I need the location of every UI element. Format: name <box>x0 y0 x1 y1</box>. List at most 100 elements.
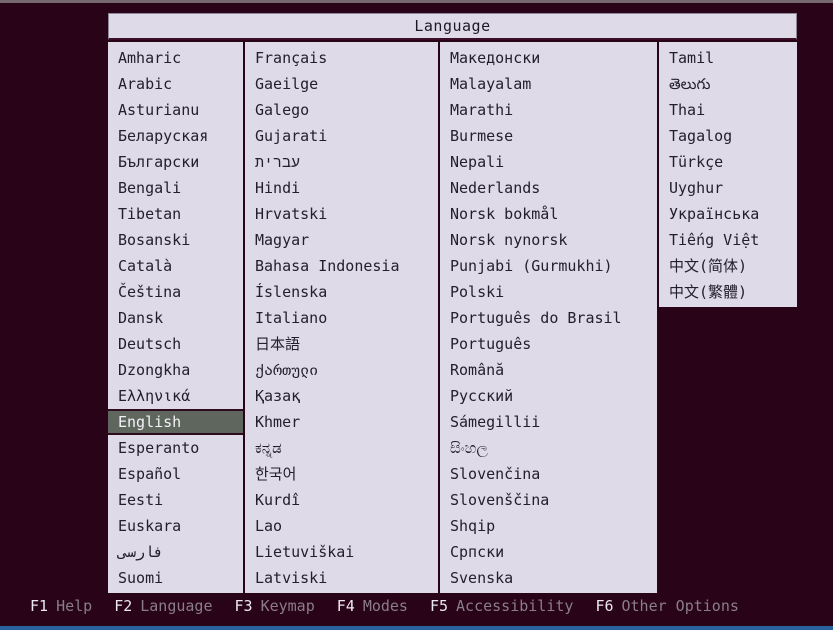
language-item[interactable]: Latviski <box>255 569 328 587</box>
language-item[interactable]: Nederlands <box>450 179 541 197</box>
language-item[interactable]: Bosanski <box>118 231 191 249</box>
language-item[interactable]: Русский <box>450 387 514 405</box>
language-item[interactable]: Marathi <box>450 101 514 119</box>
language-item[interactable]: Uyghur <box>669 179 724 197</box>
language-item[interactable]: తెలుగు <box>669 75 711 93</box>
language-column-1: Amharic Arabic Asturianu Беларуская Българск… <box>108 42 243 593</box>
fn-key-label: F5 <box>429 597 449 615</box>
language-item[interactable]: Español <box>118 465 182 483</box>
fn-f2-language[interactable]: F2 Language <box>114 597 212 615</box>
language-item[interactable]: 한국어 <box>255 465 297 483</box>
language-item[interactable]: Hindi <box>255 179 301 197</box>
language-item[interactable]: Български <box>118 153 200 171</box>
language-item[interactable]: Magyar <box>255 231 310 249</box>
language-item[interactable]: Thai <box>669 101 706 119</box>
language-item[interactable]: Eesti <box>118 491 164 509</box>
language-item[interactable]: Dzongkha <box>118 361 191 379</box>
language-item[interactable]: 中文(繁體) <box>669 283 748 301</box>
fn-f4-modes[interactable]: F4 Modes <box>337 597 408 615</box>
language-item[interactable]: Kurdî <box>255 491 301 509</box>
language-item[interactable]: Ελληνικά <box>118 387 191 405</box>
fn-f6-other-options[interactable]: F6 Other Options <box>595 597 738 615</box>
language-item[interactable]: فارسی <box>118 543 164 561</box>
language-item[interactable]: Català <box>118 257 173 275</box>
language-item[interactable]: Nepali <box>450 153 505 171</box>
language-item[interactable]: Arabic <box>118 75 173 93</box>
language-item[interactable]: Íslenska <box>255 283 328 301</box>
language-item[interactable]: Bahasa Indonesia <box>255 257 400 275</box>
language-item[interactable]: Română <box>450 361 505 379</box>
language-item[interactable]: සිංහල <box>450 439 488 457</box>
language-item[interactable]: Deutsch <box>118 335 182 353</box>
fn-key-label: F6 <box>595 597 614 615</box>
fn-action-label: Modes <box>362 597 408 615</box>
language-item[interactable]: Amharic <box>118 49 182 67</box>
language-item[interactable]: Galego <box>255 101 310 119</box>
language-item[interactable]: Slovenščina <box>450 491 550 509</box>
dialog-title-bar: Language <box>108 13 797 40</box>
language-item[interactable]: Lao <box>255 517 283 535</box>
language-item[interactable]: Tiếng Việt <box>669 231 760 249</box>
language-item[interactable]: Português do Brasil <box>450 309 622 327</box>
fn-action-label: Accessibility <box>456 597 574 615</box>
fn-key-label: F1 <box>30 597 49 615</box>
language-item[interactable]: Sámegillii <box>450 413 541 431</box>
language-item[interactable]: Українська <box>669 205 760 223</box>
screen-bottom-edge <box>0 626 833 630</box>
language-item[interactable]: Burmese <box>450 127 514 145</box>
language-item[interactable]: Hrvatski <box>255 205 328 223</box>
fn-action-label: Other Options <box>621 597 739 615</box>
language-item[interactable]: 日本語 <box>255 335 301 353</box>
fn-action-label: Language <box>140 597 213 615</box>
language-item[interactable]: Polski <box>450 283 505 301</box>
language-item[interactable]: Türkçe <box>669 153 724 171</box>
language-item[interactable]: Slovenčina <box>450 465 541 483</box>
language-item[interactable]: Gujarati <box>255 127 328 145</box>
language-item[interactable]: Português <box>450 335 532 353</box>
language-item[interactable]: Punjabi (Gurmukhi) <box>450 257 613 275</box>
language-item[interactable]: Čeština <box>118 283 182 301</box>
language-item[interactable]: Српски <box>450 543 505 561</box>
language-item[interactable]: Беларуская <box>118 127 209 145</box>
screen-top-edge <box>0 0 833 3</box>
language-item[interactable]: ქართული <box>255 361 319 379</box>
function-key-bar: F1 Help F2 Language F3 Keymap F4 Modes F… <box>30 593 761 619</box>
language-item[interactable]: Khmer <box>255 413 301 431</box>
language-item[interactable]: Қазақ <box>255 387 301 405</box>
fn-f3-keymap[interactable]: F3 Keymap <box>235 597 315 615</box>
language-item[interactable]: Malayalam <box>450 75 532 93</box>
dialog-title-text: Language <box>414 17 491 35</box>
language-item[interactable]: Esperanto <box>118 439 200 457</box>
language-item[interactable]: ಕನ್ನಡ <box>255 439 282 457</box>
language-item[interactable]: Gaeilge <box>255 75 319 93</box>
language-item[interactable]: עברית <box>255 153 301 171</box>
language-item[interactable]: Suomi <box>118 569 164 587</box>
fn-f5-accessibility[interactable]: F5 Accessibility <box>430 597 573 615</box>
language-item[interactable]: Tamil <box>669 49 715 67</box>
language-item[interactable]: Norsk nynorsk <box>450 231 568 249</box>
language-item[interactable]: Lietuviškai <box>255 543 355 561</box>
fn-key-label: F2 <box>114 597 133 615</box>
language-item[interactable]: Tagalog <box>669 127 733 145</box>
language-item-selected[interactable]: English <box>108 409 243 435</box>
language-item[interactable]: Tibetan <box>118 205 182 223</box>
language-column-4: Tamil తెలుగు Thai Tagalog Türkçe Uyghur Україн… <box>659 42 797 307</box>
fn-action-label: Help <box>56 597 93 615</box>
language-dialog: Language Amharic Arabic Asturianu Беларуска… <box>108 13 797 593</box>
language-item[interactable]: Shqip <box>450 517 496 535</box>
language-item[interactable]: 中文(简体) <box>669 257 748 275</box>
language-item[interactable]: Euskara <box>118 517 182 535</box>
fn-f1-help[interactable]: F1 Help <box>30 597 92 615</box>
fn-key-label: F4 <box>336 597 355 615</box>
language-column-2: Français Gaeilge Galego Gujarati עברית Hindi H… <box>245 42 438 593</box>
language-item[interactable]: Bengali <box>118 179 182 197</box>
language-item[interactable]: Svenska <box>450 569 514 587</box>
language-item[interactable]: Norsk bokmål <box>450 205 559 223</box>
language-item[interactable]: Dansk <box>118 309 164 327</box>
fn-key-label: F3 <box>234 597 253 615</box>
language-item[interactable]: Македонски <box>450 49 541 67</box>
language-item[interactable]: Français <box>255 49 328 67</box>
language-item[interactable]: Asturianu <box>118 101 200 119</box>
language-column-3: Македонски Malayalam Marathi Burmese Nepali N… <box>440 42 657 593</box>
language-item[interactable]: Italiano <box>255 309 328 327</box>
